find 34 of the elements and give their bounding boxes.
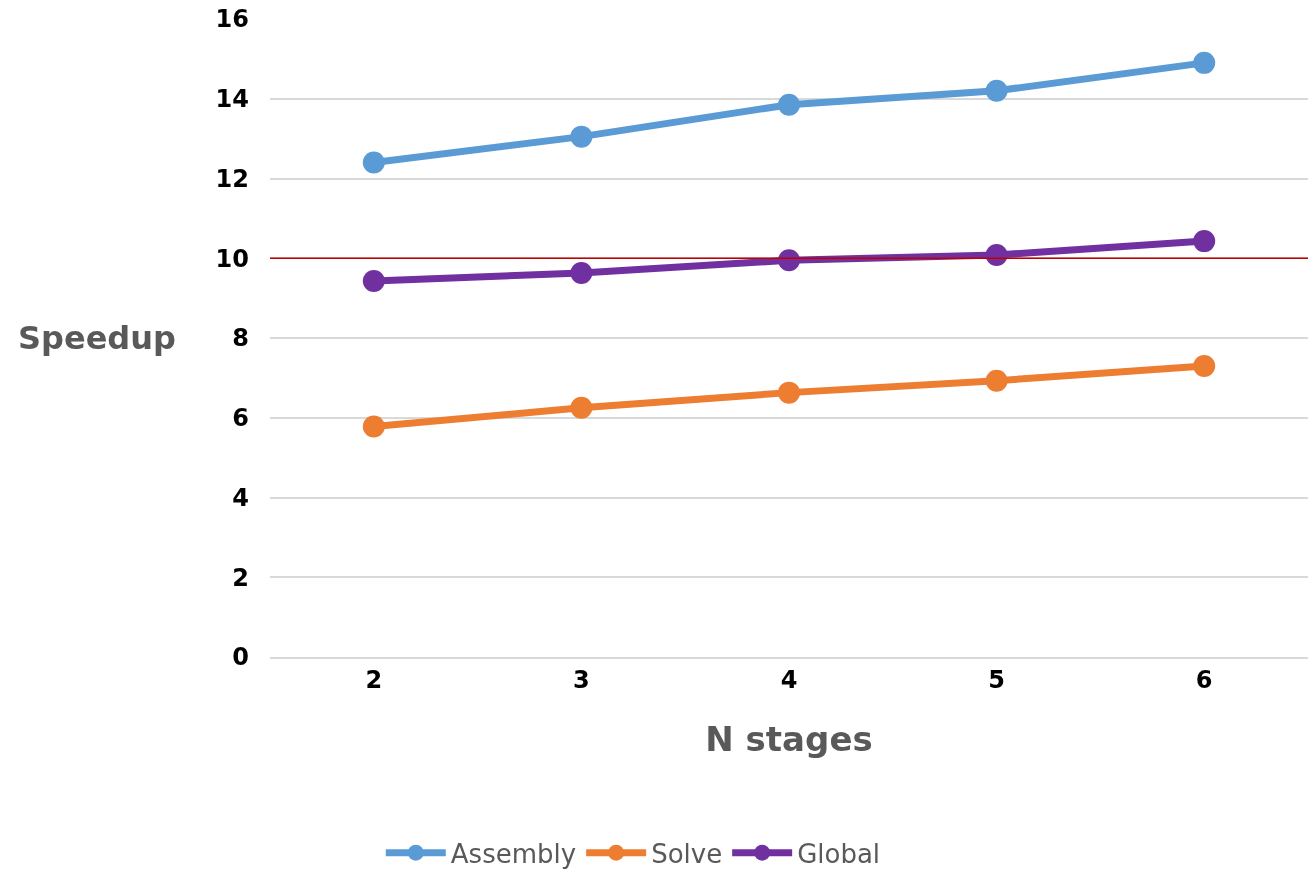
point: [362, 415, 385, 438]
y-tick-label: 2: [232, 563, 249, 592]
point: [570, 125, 593, 148]
y-tick-label: 10: [215, 244, 249, 273]
x-tick-label: 4: [780, 665, 798, 694]
point: [985, 244, 1008, 267]
point: [778, 93, 800, 116]
x-tick-label: 2: [365, 665, 383, 694]
point: [1193, 230, 1216, 253]
x-tick-label: 3: [573, 665, 590, 694]
y-tick-label: 4: [232, 483, 249, 512]
legend-label: Solve: [651, 838, 723, 869]
y-tick-label: 16: [215, 5, 249, 34]
point: [570, 396, 593, 419]
point: [362, 269, 385, 292]
y-tick-label: 0: [232, 643, 249, 672]
point: [985, 79, 1008, 102]
point: [1193, 354, 1216, 377]
point: [985, 369, 1008, 392]
point: [778, 249, 800, 272]
point: [778, 381, 800, 404]
point: [362, 151, 385, 174]
x-axis-title: N stages: [705, 719, 873, 760]
legend-label: Assembly: [450, 838, 577, 869]
y-axis-title: Speedup: [18, 319, 176, 357]
point: [1193, 51, 1216, 74]
x-tick-label: 6: [1195, 665, 1213, 694]
x-tick-label: 5: [988, 665, 1005, 694]
legend-label: Global: [797, 838, 881, 869]
y-tick-label: 8: [232, 324, 249, 353]
y-tick-label: 14: [215, 85, 249, 114]
y-tick-label: 12: [215, 164, 249, 193]
point: [570, 262, 593, 284]
y-tick-label: 6: [232, 404, 249, 433]
